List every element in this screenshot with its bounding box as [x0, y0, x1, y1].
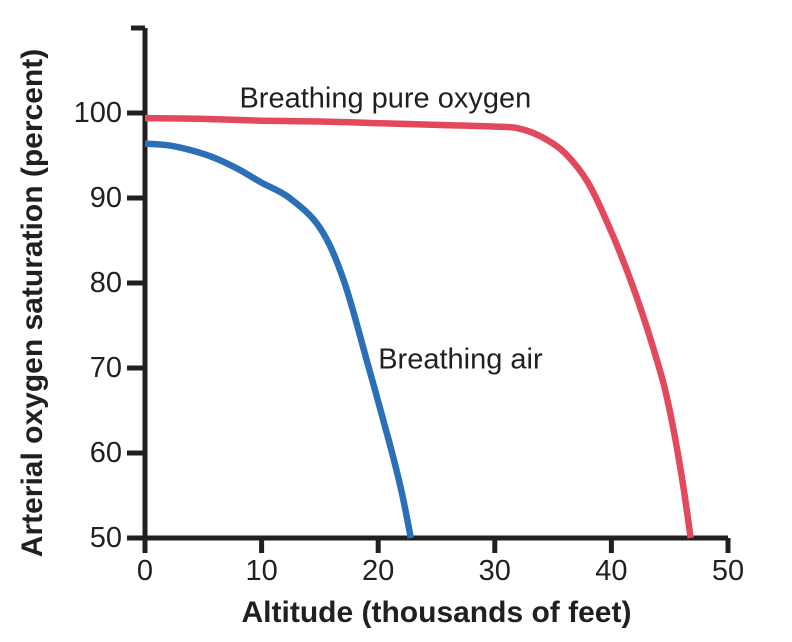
y-tick-label-100: 100 [73, 97, 122, 129]
series-label-breathing-air: Breathing air [378, 343, 543, 375]
series-label-breathing-pure-oxygen: Breathing pure oxygen [239, 82, 532, 115]
x-tick-label-50: 50 [711, 555, 745, 587]
x-tick-label-20: 20 [362, 555, 395, 587]
series-curve-breathing-pure-oxygen [144, 114, 694, 539]
x-tick-label-40: 40 [595, 555, 628, 587]
y-tick-label-90: 90 [89, 182, 122, 214]
axes-and-ticks [127, 25, 731, 553]
y-tick-label-80: 80 [89, 267, 122, 299]
x-tick-label-10: 10 [245, 555, 278, 587]
x-tick-label-0: 0 [136, 555, 154, 587]
y-tick-label-50: 50 [89, 522, 122, 554]
y-tick-label-70: 70 [89, 352, 122, 384]
y-tick-label-60: 60 [89, 437, 122, 469]
series-curve-breathing-air [144, 140, 414, 539]
x-tick-label-30: 30 [478, 555, 511, 587]
x-axis-title: Altitude (thousands of feet) [241, 596, 632, 629]
